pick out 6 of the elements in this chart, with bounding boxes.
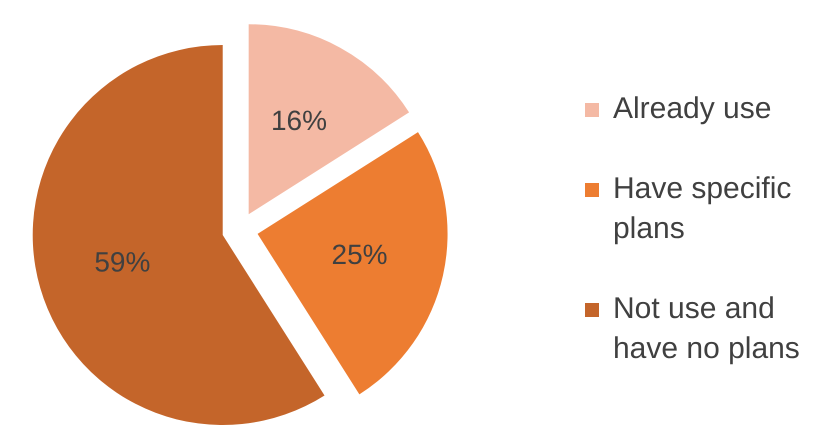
legend-label: Not use and have no plans [613,292,800,365]
legend-label: Have specific plans [613,172,792,245]
data-label: 59% [94,246,150,278]
data-label: 16% [270,105,328,136]
data-label: 25% [332,239,388,270]
legend-label: Already use [613,92,772,125]
